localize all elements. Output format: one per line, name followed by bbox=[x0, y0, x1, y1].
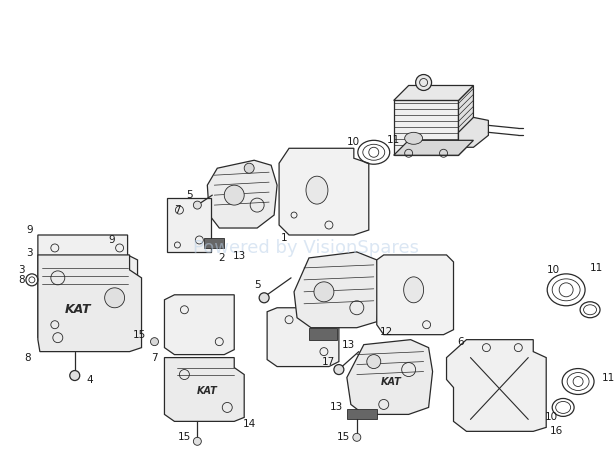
Text: 13: 13 bbox=[233, 251, 246, 261]
Text: 15: 15 bbox=[133, 329, 146, 340]
Text: 10: 10 bbox=[546, 265, 560, 275]
Polygon shape bbox=[168, 198, 211, 252]
Text: Powered by VisionSpares: Powered by VisionSpares bbox=[193, 239, 419, 257]
Polygon shape bbox=[459, 117, 488, 147]
Text: 7: 7 bbox=[151, 352, 158, 363]
Text: 8: 8 bbox=[18, 275, 25, 285]
Text: 9: 9 bbox=[108, 235, 115, 245]
Text: KAT: KAT bbox=[64, 303, 91, 316]
Text: 15: 15 bbox=[337, 432, 351, 442]
Text: 14: 14 bbox=[243, 419, 256, 429]
Text: 11: 11 bbox=[601, 373, 614, 382]
Polygon shape bbox=[294, 252, 381, 328]
Ellipse shape bbox=[405, 132, 422, 144]
Circle shape bbox=[70, 371, 80, 380]
Circle shape bbox=[259, 293, 269, 303]
Polygon shape bbox=[347, 340, 433, 414]
Polygon shape bbox=[459, 86, 473, 155]
Polygon shape bbox=[446, 340, 546, 431]
Text: 3: 3 bbox=[18, 265, 25, 275]
Polygon shape bbox=[309, 328, 337, 340]
Circle shape bbox=[193, 437, 201, 446]
Circle shape bbox=[353, 433, 361, 441]
Text: 6: 6 bbox=[457, 336, 464, 347]
Text: 16: 16 bbox=[550, 426, 563, 436]
Circle shape bbox=[367, 355, 381, 369]
Polygon shape bbox=[208, 160, 277, 228]
Ellipse shape bbox=[403, 277, 424, 303]
Text: 7: 7 bbox=[174, 205, 181, 215]
Text: 12: 12 bbox=[380, 327, 394, 336]
Circle shape bbox=[244, 163, 254, 173]
Text: KAT: KAT bbox=[380, 377, 401, 387]
Text: 17: 17 bbox=[322, 357, 335, 366]
Polygon shape bbox=[279, 148, 369, 235]
Text: 4: 4 bbox=[87, 374, 93, 385]
Polygon shape bbox=[377, 255, 454, 335]
Text: 13: 13 bbox=[330, 402, 343, 412]
Text: 1: 1 bbox=[281, 233, 287, 243]
Polygon shape bbox=[165, 358, 244, 421]
Polygon shape bbox=[38, 235, 138, 337]
Text: 5: 5 bbox=[186, 190, 193, 200]
Text: KAT: KAT bbox=[197, 387, 218, 396]
Circle shape bbox=[334, 365, 344, 374]
Polygon shape bbox=[394, 86, 473, 101]
Text: 10: 10 bbox=[348, 137, 360, 147]
Text: 11: 11 bbox=[387, 135, 400, 145]
Polygon shape bbox=[347, 410, 377, 419]
Text: 10: 10 bbox=[545, 412, 558, 423]
Circle shape bbox=[224, 185, 244, 205]
Circle shape bbox=[416, 74, 432, 90]
Polygon shape bbox=[394, 140, 473, 155]
Circle shape bbox=[104, 288, 125, 308]
Text: 8: 8 bbox=[25, 352, 31, 363]
Polygon shape bbox=[267, 308, 339, 366]
Text: 13: 13 bbox=[342, 340, 356, 350]
Circle shape bbox=[193, 201, 201, 209]
Ellipse shape bbox=[306, 176, 328, 204]
Polygon shape bbox=[38, 255, 142, 351]
Text: 5: 5 bbox=[254, 280, 260, 290]
Polygon shape bbox=[165, 295, 234, 355]
Polygon shape bbox=[204, 238, 224, 248]
Text: 11: 11 bbox=[589, 263, 603, 273]
Circle shape bbox=[150, 337, 158, 346]
Text: 15: 15 bbox=[178, 432, 191, 442]
Circle shape bbox=[314, 282, 334, 302]
Text: 3: 3 bbox=[26, 248, 33, 258]
Polygon shape bbox=[394, 101, 459, 155]
Text: 2: 2 bbox=[218, 253, 225, 263]
Text: 9: 9 bbox=[26, 225, 33, 235]
